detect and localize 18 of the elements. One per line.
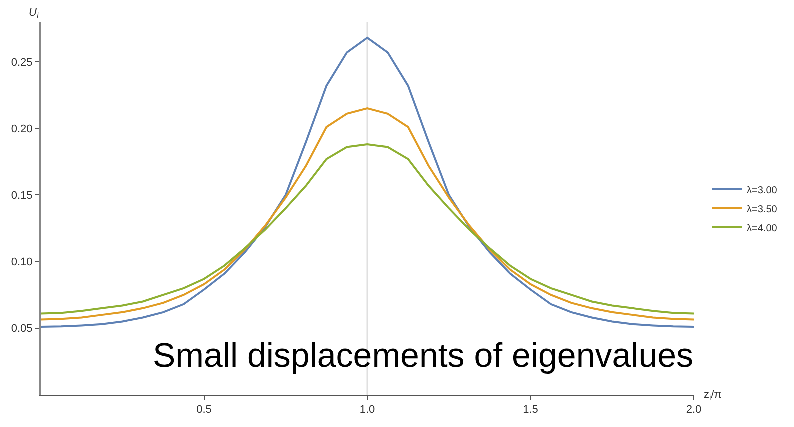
legend-label: λ=3.00	[747, 185, 778, 196]
x-tick-label: 0.5	[196, 404, 212, 416]
y-tick-label: 0.15	[11, 190, 33, 202]
annotation: Small displacements of eigenvalues	[153, 337, 694, 375]
y-tick-label: 0.05	[11, 323, 33, 336]
x-tick-label: 1.0	[360, 404, 376, 416]
y-tick-label: 0.20	[11, 123, 33, 136]
y-tick-label: 0.10	[11, 256, 33, 269]
legend-label: λ=4.00	[747, 223, 778, 234]
x-tick-label: 1.5	[523, 404, 538, 416]
legend-label: λ=3.50	[747, 204, 778, 216]
line-series	[41, 36, 694, 328]
x-tick-label: 2.0	[686, 404, 702, 416]
line-series	[41, 144, 694, 315]
y-axis-title: U$_{i}$	[29, 7, 39, 20]
y-tick-label: 0.25	[11, 56, 33, 69]
line-series	[41, 108, 694, 321]
x-axis-title: z$_{i}$/π	[704, 389, 722, 402]
